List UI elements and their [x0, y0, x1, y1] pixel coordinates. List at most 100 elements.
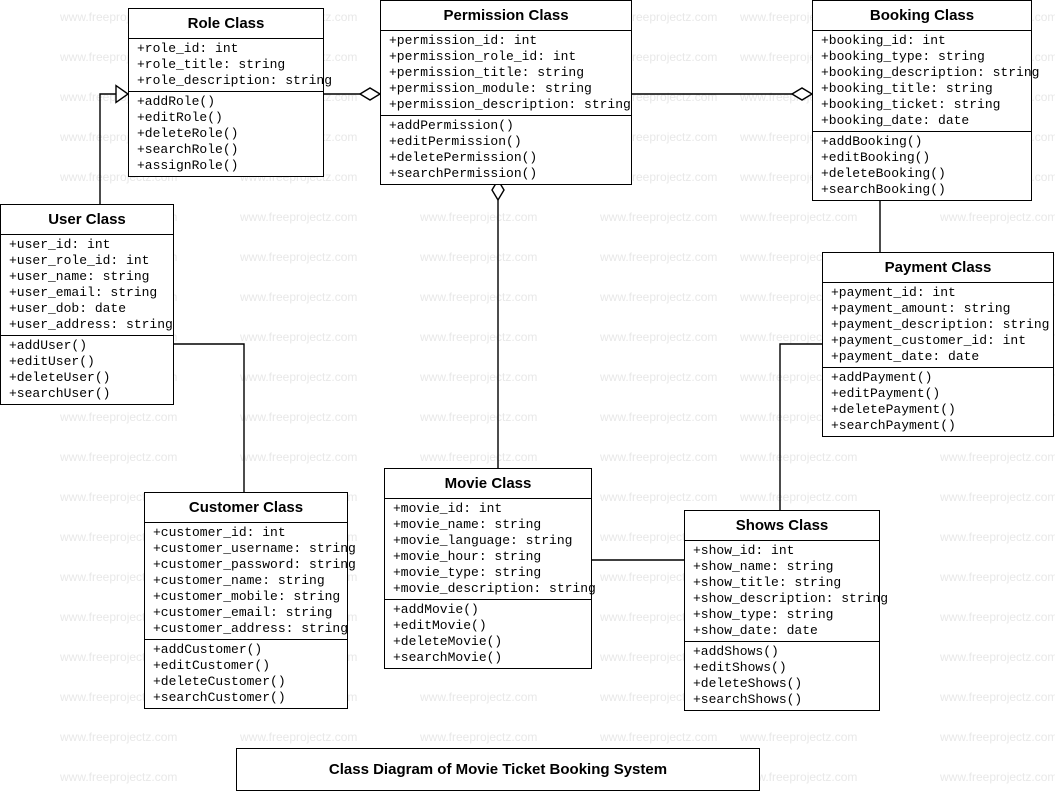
- class-title: Role Class: [129, 9, 323, 39]
- class-attribute: +show_name: string: [693, 559, 871, 575]
- watermark-text: www.freeprojectz.com: [940, 210, 1055, 224]
- class-operation: +editBooking(): [821, 150, 1023, 166]
- class-attribute: +payment_description: string: [831, 317, 1045, 333]
- class-attribute: +payment_id: int: [831, 285, 1045, 301]
- class-attribute: +payment_date: date: [831, 349, 1045, 365]
- watermark-text: www.freeprojectz.com: [420, 410, 537, 424]
- class-title: Customer Class: [145, 493, 347, 523]
- class-attribute: +user_dob: date: [9, 301, 165, 317]
- watermark-text: www.freeprojectz.com: [940, 770, 1055, 784]
- class-operations: +addBooking()+editBooking()+deleteBookin…: [813, 132, 1031, 200]
- class-attribute: +booking_title: string: [821, 81, 1023, 97]
- class-operation: +searchUser(): [9, 386, 165, 402]
- watermark-text: www.freeprojectz.com: [420, 730, 537, 744]
- watermark-text: www.freeprojectz.com: [60, 410, 177, 424]
- watermark-text: www.freeprojectz.com: [240, 730, 357, 744]
- class-attribute: +permission_title: string: [389, 65, 623, 81]
- class-attribute: +user_role_id: int: [9, 253, 165, 269]
- watermark-text: www.freeprojectz.com: [60, 730, 177, 744]
- class-operation: +deleteRole(): [137, 126, 315, 142]
- watermark-text: www.freeprojectz.com: [600, 250, 717, 264]
- watermark-text: www.freeprojectz.com: [600, 410, 717, 424]
- class-role: Role Class+role_id: int+role_title: stri…: [128, 8, 324, 177]
- class-attribute: +customer_password: string: [153, 557, 339, 573]
- class-attribute: +customer_id: int: [153, 525, 339, 541]
- class-operation: +addBooking(): [821, 134, 1023, 150]
- class-attribute: +user_name: string: [9, 269, 165, 285]
- watermark-text: www.freeprojectz.com: [600, 330, 717, 344]
- class-operations: +addRole()+editRole()+deleteRole()+searc…: [129, 92, 323, 176]
- watermark-text: www.freeprojectz.com: [600, 210, 717, 224]
- class-operation: +searchPermission(): [389, 166, 623, 182]
- class-operations: +addUser()+editUser()+deleteUser()+searc…: [1, 336, 173, 404]
- watermark-text: www.freeprojectz.com: [240, 210, 357, 224]
- class-operation: +deleteCustomer(): [153, 674, 339, 690]
- class-attribute: +payment_customer_id: int: [831, 333, 1045, 349]
- class-attribute: +permission_role_id: int: [389, 49, 623, 65]
- watermark-text: www.freeprojectz.com: [420, 330, 537, 344]
- class-attribute: +role_description: string: [137, 73, 315, 89]
- watermark-text: www.freeprojectz.com: [940, 570, 1055, 584]
- diagram-canvas: www.freeprojectz.com www.freeprojectz.com…: [0, 0, 1055, 792]
- watermark-text: www.freeprojectz.com: [600, 490, 717, 504]
- connector-line: [780, 344, 822, 510]
- watermark-text: www.freeprojectz.com: [740, 450, 857, 464]
- class-attributes: +booking_id: int+booking_type: string+bo…: [813, 31, 1031, 132]
- class-attributes: +user_id: int+user_role_id: int+user_nam…: [1, 235, 173, 336]
- connector-line: [174, 344, 244, 492]
- class-operation: +searchPayment(): [831, 418, 1045, 434]
- class-attribute: +payment_amount: string: [831, 301, 1045, 317]
- class-shows: Shows Class+show_id: int+show_name: stri…: [684, 510, 880, 711]
- class-attribute: +user_address: string: [9, 317, 165, 333]
- class-permission: Permission Class+permission_id: int+perm…: [380, 0, 632, 185]
- class-customer: Customer Class+customer_id: int+customer…: [144, 492, 348, 709]
- class-operation: +editUser(): [9, 354, 165, 370]
- watermark-text: www.freeprojectz.com: [600, 730, 717, 744]
- class-attribute: +movie_type: string: [393, 565, 583, 581]
- class-operation: +editPermission(): [389, 134, 623, 150]
- class-operation: +editMovie(): [393, 618, 583, 634]
- diagram-title-text: Class Diagram of Movie Ticket Booking Sy…: [329, 761, 667, 778]
- watermark-text: www.freeprojectz.com: [60, 770, 177, 784]
- class-operations: +addMovie()+editMovie()+deleteMovie()+se…: [385, 600, 591, 668]
- class-title: Payment Class: [823, 253, 1053, 283]
- class-attribute: +booking_ticket: string: [821, 97, 1023, 113]
- class-attribute: +movie_name: string: [393, 517, 583, 533]
- class-attribute: +movie_language: string: [393, 533, 583, 549]
- class-title: Booking Class: [813, 1, 1031, 31]
- watermark-text: www.freeprojectz.com: [600, 450, 717, 464]
- watermark-text: www.freeprojectz.com: [420, 210, 537, 224]
- class-attribute: +movie_id: int: [393, 501, 583, 517]
- class-operation: +searchMovie(): [393, 650, 583, 666]
- class-attribute: +user_email: string: [9, 285, 165, 301]
- class-operation: +deletePermission(): [389, 150, 623, 166]
- watermark-text: www.freeprojectz.com: [940, 450, 1055, 464]
- class-operation: +editRole(): [137, 110, 315, 126]
- watermark-text: www.freeprojectz.com: [940, 530, 1055, 544]
- class-title: Permission Class: [381, 1, 631, 31]
- class-operation: +addPayment(): [831, 370, 1045, 386]
- class-payment: Payment Class +payment_id: int+payment_am…: [822, 252, 1054, 437]
- class-attribute: +booking_type: string: [821, 49, 1023, 65]
- watermark-text: www.freeprojectz.com: [940, 650, 1055, 664]
- watermark-text: www.freeprojectz.com: [940, 730, 1055, 744]
- class-attribute: +customer_username: string: [153, 541, 339, 557]
- class-operation: +searchCustomer(): [153, 690, 339, 706]
- watermark-text: www.freeprojectz.com: [600, 290, 717, 304]
- class-attribute: +booking_id: int: [821, 33, 1023, 49]
- class-attribute: +booking_description: string: [821, 65, 1023, 81]
- class-operation: +deleteBooking(): [821, 166, 1023, 182]
- class-attribute: +show_id: int: [693, 543, 871, 559]
- class-attributes: +role_id: int+role_title: string+role_de…: [129, 39, 323, 92]
- class-operation: +addMovie(): [393, 602, 583, 618]
- class-operation: +editPayment(): [831, 386, 1045, 402]
- watermark-text: www.freeprojectz.com: [240, 250, 357, 264]
- class-movie: Movie Class+movie_id: int+movie_name: st…: [384, 468, 592, 669]
- watermark-text: www.freeprojectz.com: [420, 290, 537, 304]
- watermark-text: www.freeprojectz.com: [240, 290, 357, 304]
- class-attributes: +customer_id: int+customer_username: str…: [145, 523, 347, 640]
- class-operation: +editCustomer(): [153, 658, 339, 674]
- class-attribute: +show_date: date: [693, 623, 871, 639]
- class-title: User Class: [1, 205, 173, 235]
- watermark-text: www.freeprojectz.com: [940, 690, 1055, 704]
